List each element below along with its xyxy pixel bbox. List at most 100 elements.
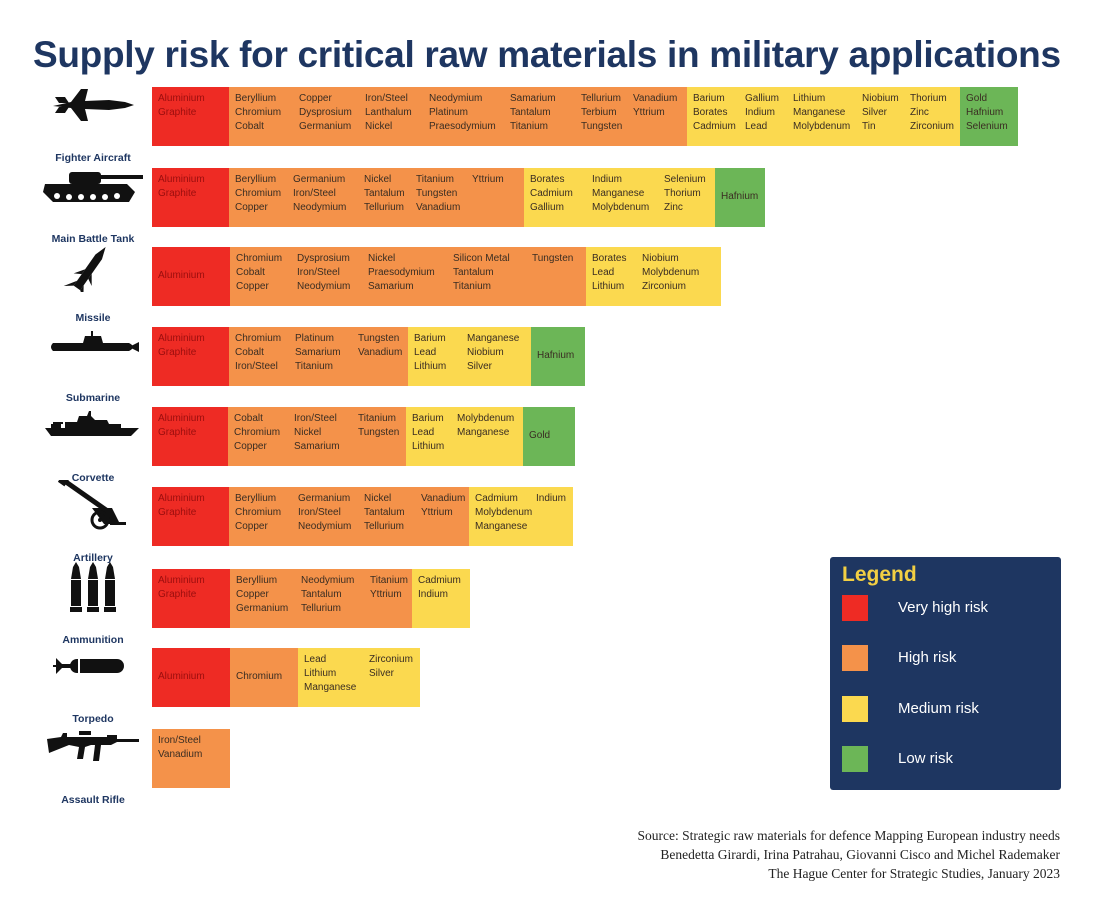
material-name: Copper xyxy=(236,281,269,292)
risk-segment-medium: Lead Lithium Manganese Zirconium Silver xyxy=(298,648,420,707)
material-name: Molybdenum xyxy=(592,202,650,213)
material-name: Manganese xyxy=(304,682,357,693)
legend-swatch-medium xyxy=(842,696,868,722)
material-column: Iron/Steel Vanadium xyxy=(158,734,202,762)
material-name: Lanthalum xyxy=(365,107,412,118)
material-name: Manganese xyxy=(793,107,846,118)
material-name: Chromium xyxy=(235,333,282,344)
material-column: Zirconium Silver xyxy=(369,653,413,681)
weapon-label: Missile xyxy=(75,312,111,324)
legend-swatch-high xyxy=(842,645,868,671)
material-name: Graphite xyxy=(158,589,197,600)
material-name: Gold xyxy=(529,430,551,441)
risk-segment-very-high: Aluminium Graphite xyxy=(152,327,229,386)
material-column: Tellurium Terbium Tungsten xyxy=(581,92,622,134)
risk-segment-very-high: Aluminium Graphite xyxy=(152,487,229,546)
material-name: Cobalt xyxy=(236,267,265,278)
material-name: Vanadium xyxy=(416,202,461,213)
material-name: Lithium xyxy=(793,93,826,104)
material-name: Zirconium xyxy=(369,654,413,665)
weapon-label: Assault Rifle xyxy=(61,794,125,806)
material-name: Cobalt xyxy=(235,121,264,132)
material-column: Lead Lithium Manganese xyxy=(304,653,356,695)
material-name: Indium xyxy=(592,174,623,185)
material-column: Titanium Yttrium xyxy=(370,574,408,602)
material-column: Gallium Indium Lead xyxy=(745,92,779,134)
material-name: Neodymium xyxy=(297,281,351,292)
material-name: Selenium xyxy=(966,121,1008,132)
legend-item-very-high: Very high risk xyxy=(842,595,1052,621)
risk-segment-medium: Barium Borates Cadmium Gallium Indium Lead Lit… xyxy=(687,87,960,146)
weapon-row-ammunition: Ammunition Aluminium Graphite Beryllium Copp… xyxy=(0,562,1105,646)
material-name: Lithium xyxy=(414,361,447,372)
legend: Legend Very high risk High risk Medium r… xyxy=(830,557,1061,790)
material-column: Platinum Samarium Titanium xyxy=(295,332,341,374)
material-name: Tantalum xyxy=(364,188,405,199)
legend-label-low: Low risk xyxy=(898,750,954,767)
material-column: Gold Hafnium Selenium xyxy=(966,92,1008,134)
material-name: Tungsten xyxy=(358,427,400,438)
material-name: Graphite xyxy=(158,188,197,199)
material-name: Nickel xyxy=(294,427,322,438)
material-name: Zirconium xyxy=(910,121,954,132)
material-name: Niobium xyxy=(862,93,899,104)
risk-segment-medium: Barium Lead Lithium Manganese Niobium Silver xyxy=(408,327,531,386)
material-name: Lithium xyxy=(412,441,445,452)
source-line-2: Benedetta Girardi, Irina Patrahau, Giova… xyxy=(660,847,1060,862)
material-name: Indium xyxy=(418,589,449,600)
material-name: Niobium xyxy=(467,347,504,358)
material-name: Molybdenum xyxy=(793,121,851,132)
material-column: Barium Lead Lithium xyxy=(412,412,444,454)
material-name: Tantalum xyxy=(301,589,342,600)
risk-segment-medium: Barium Lead Lithium Molybdenum Manganese xyxy=(406,407,523,466)
risk-segment-high: Cobalt Chromium Copper Iron/Steel Nickel Sama… xyxy=(228,407,406,466)
material-name: Graphite xyxy=(158,347,197,358)
material-name: Tellurium xyxy=(581,93,622,104)
material-name: Barium xyxy=(693,93,725,104)
material-name: Germanium xyxy=(298,493,351,504)
weapon-row-artillery: Artillery Aluminium Graphite Beryllium Chrom… xyxy=(0,480,1105,564)
material-name: Selenium xyxy=(664,174,706,185)
risk-segment-very-high: Aluminium Graphite xyxy=(152,569,230,628)
material-column: Germanium Iron/Steel Neodymium xyxy=(293,173,346,215)
material-column: Nickel Tantalum Tellurium xyxy=(364,492,405,534)
material-name: Chromium xyxy=(235,188,282,199)
material-column: Aluminium Graphite xyxy=(158,173,205,201)
material-name: Nickel xyxy=(368,253,396,264)
material-name: Molybdenum xyxy=(642,267,700,278)
material-name: Borates xyxy=(693,107,728,118)
material-name: Borates xyxy=(530,174,565,185)
risk-segment-very-high: Aluminium xyxy=(152,648,230,707)
material-column: Thorium Zinc Zirconium xyxy=(910,92,954,134)
risk-table: Fighter Aircraft Aluminium Graphite Berylli… xyxy=(0,87,1105,806)
weapon-row-corvette: Corvette Aluminium Graphite Cobalt Chromium C… xyxy=(0,407,1105,484)
material-name: Tin xyxy=(862,121,876,132)
material-name: Hafnium xyxy=(966,107,1004,118)
material-column: Beryllium Copper Germanium xyxy=(236,574,288,616)
legend-label-medium: Medium risk xyxy=(898,700,979,717)
material-name: Nickel xyxy=(364,174,392,185)
material-name: Thorium xyxy=(664,188,701,199)
material-name: Germanium xyxy=(299,121,352,132)
risk-segment-high: Chromium xyxy=(230,648,298,707)
material-name: Aluminium xyxy=(158,93,205,104)
material-name: Silicon Metal xyxy=(453,253,510,264)
legend-swatch-very-high xyxy=(842,595,868,621)
artillery-icon xyxy=(38,480,148,530)
material-column: Tungsten Vanadium xyxy=(358,332,402,360)
legend-title: Legend xyxy=(842,563,917,586)
risk-segment-high: Beryllium Chromium Copper Germanium Iron/Ste… xyxy=(229,487,469,546)
material-column: Cobalt Chromium Copper xyxy=(234,412,280,454)
legend-item-medium: Medium risk xyxy=(842,696,1052,722)
material-name: Molybdenum xyxy=(475,507,533,518)
weapon-row-fighter-aircraft: Fighter Aircraft Aluminium Graphite Berylli… xyxy=(0,87,1105,164)
material-column: Selenium Thorium Zinc xyxy=(664,173,706,215)
material-name: Copper xyxy=(235,202,268,213)
material-column: Chromium Cobalt Copper xyxy=(236,252,282,294)
material-name: Copper xyxy=(236,589,269,600)
risk-segment-very-high: Aluminium Graphite xyxy=(152,168,229,227)
material-name: Molybdenum xyxy=(457,413,515,424)
material-column: Germanium Iron/Steel Neodymium xyxy=(298,492,351,534)
material-name: Iron/Steel xyxy=(294,413,337,424)
material-name: Barium xyxy=(414,333,446,344)
